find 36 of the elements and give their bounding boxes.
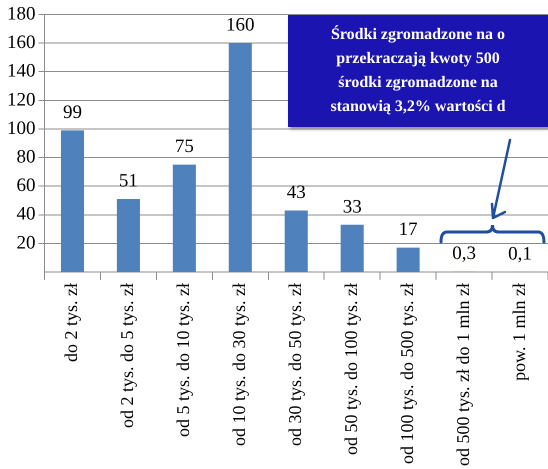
x-tick-label: od 5 tys. do 10 tys. zł (173, 283, 194, 438)
annotation: Środki zgromadzone na o przekraczają kwoty 500 środki zgromadzone na stanowią 3,2% wartości d (329, 24, 507, 117)
y-tick-label: 80 (16, 146, 36, 168)
x-tick-label: od 100 tys. do 500 tys. zł (396, 283, 417, 464)
bar (228, 43, 252, 272)
data-label: 75 (174, 136, 194, 158)
x-tick-label: od 500 tys. zł do 1 mln zł (452, 283, 473, 466)
x-tick-label: od 10 tys. do 30 tys. zł (229, 283, 250, 446)
y-tick-label: 40 (16, 204, 36, 225)
data-label: 51 (118, 170, 138, 192)
x-tick-label: od 50 tys. do 100 tys. zł (340, 283, 361, 456)
y-tick-label: 20 (16, 232, 36, 254)
y-tick-label: 100 (7, 118, 36, 139)
y-tick-label: 160 (7, 32, 36, 54)
x-tick-label: od 2 tys. do 5 tys. zł (117, 283, 138, 428)
bar (340, 224, 364, 272)
data-label: 33 (342, 196, 362, 218)
y-tick-label: 120 (7, 89, 36, 110)
callout-box: Środki zgromadzone na o przekraczają kwoty 500 środki zgromadzone na stanowią 3,2% wartości d (288, 15, 548, 127)
data-label: 99 (62, 102, 82, 123)
y-tick-label: 180 (7, 3, 36, 24)
bar (172, 164, 196, 272)
bar (284, 210, 308, 272)
y-tick-label: 60 (16, 175, 36, 196)
data-label: 0,3 (452, 243, 476, 264)
bar (116, 199, 140, 272)
y-tick-label: 140 (7, 60, 36, 82)
data-label: 17 (398, 219, 418, 240)
x-tick-label: do 2 tys. zł (61, 283, 82, 362)
x-tick-label: pow. 1 mln zł (508, 283, 529, 381)
data-label: 0,1 (508, 243, 532, 264)
bar (60, 130, 84, 272)
data-label: 160 (226, 14, 255, 36)
bar (396, 248, 420, 272)
data-label: 43 (286, 182, 306, 203)
x-tick-label: od 30 tys. do 50 tys. zł (284, 283, 305, 446)
